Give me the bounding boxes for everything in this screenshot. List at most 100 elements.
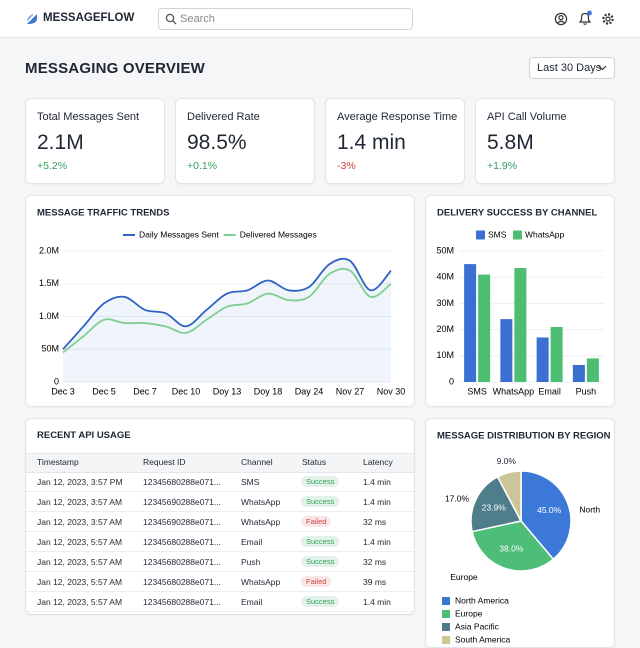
outer-label: North xyxy=(579,505,600,515)
x-tick-label: WhatsApp xyxy=(493,386,535,396)
table-cell: WhatsApp xyxy=(241,497,281,507)
page-title: MESSAGING OVERVIEW xyxy=(25,60,206,77)
legend-swatch xyxy=(442,597,450,605)
kpi-card: Average Response Time 1.4 min -3% xyxy=(325,98,465,184)
x-tick-label: Doy 18 xyxy=(254,386,283,396)
slice-label: 23.9% xyxy=(482,503,507,513)
legend-label: SMS xyxy=(488,229,507,239)
line xyxy=(62,267,392,354)
kpi-value: 5.8M xyxy=(487,131,534,154)
kpi-label: Delivered Rate xyxy=(187,111,260,123)
line xyxy=(62,257,392,350)
table-cell: 1.4 min xyxy=(363,477,391,487)
bar xyxy=(514,268,527,382)
pie-slice xyxy=(520,470,572,561)
row-divider xyxy=(26,611,414,612)
y-tick-label: 1.5M xyxy=(39,278,59,288)
table-cell: Jan 12, 2023, 5:57 AM xyxy=(37,577,123,587)
table-cell: Jan 12, 2023, 5:57 AM xyxy=(37,537,123,547)
chart-card: MESSAGE DISTRIBUTION BY REGION 45.0% North… xyxy=(425,418,615,648)
row-divider xyxy=(26,491,414,492)
column-header: Request ID xyxy=(143,457,186,467)
notification-icon[interactable] xyxy=(577,10,593,26)
slice-label: 9.0% xyxy=(497,456,517,466)
kpi-label: Total Messages Sent xyxy=(37,111,140,123)
x-tick-label: Dec 5 xyxy=(92,386,116,396)
legend-label: South America xyxy=(455,634,511,644)
settings-icon[interactable] xyxy=(601,12,615,26)
column-header: Status xyxy=(302,457,327,467)
x-tick-label: SMS xyxy=(467,386,487,396)
y-tick-label: 40M xyxy=(436,272,454,282)
kpi-value: 98.5% xyxy=(187,131,247,154)
table-cell: Email xyxy=(241,537,263,547)
bar xyxy=(500,319,513,382)
table-title: RECENT API USAGE xyxy=(37,430,131,441)
table-cell: 12345690288e071... xyxy=(143,517,221,527)
column-header: Timestamp xyxy=(37,457,79,467)
pie-slice xyxy=(470,475,523,533)
y-tick-label: 1.0M xyxy=(39,311,59,321)
table-header-bg xyxy=(26,453,414,473)
bar xyxy=(478,274,491,382)
table-cell: Jan 12, 2023, 5:57 AM xyxy=(37,557,123,567)
legend-swatch xyxy=(442,610,450,618)
table-card: RECENT API USAGE Timestamp Request ID Chann… xyxy=(25,418,415,615)
status-badge: Failed xyxy=(301,576,332,587)
date-range-dropdown[interactable]: Last 30 Days xyxy=(529,57,615,79)
bar-chart: DELIVERY SUCCESS BY CHANNEL 0 10M 20M 30M 40M… xyxy=(436,208,604,396)
table-cell: 12345680288e071... xyxy=(143,537,221,547)
bar xyxy=(536,337,549,382)
x-tick-label: Dec 7 xyxy=(133,386,157,396)
kpi-card: Total Messages Sent 2.1M +5.2% xyxy=(25,98,165,184)
bar xyxy=(550,326,563,382)
table-cell: 32 ms xyxy=(363,517,387,527)
table-cell: Jan 12, 2023, 3:57 AM xyxy=(37,497,123,507)
column-header: Latency xyxy=(363,457,393,467)
kpi-card: Delivered Rate 98.5% +0.1% xyxy=(175,98,315,184)
table-cell: Push xyxy=(241,557,261,567)
table-cell: Email xyxy=(241,597,263,607)
legend-label: WhatsApp xyxy=(525,229,564,239)
table-cell: 12345680288e071... xyxy=(143,577,221,587)
pie-slice xyxy=(471,520,555,572)
table-cell: 1.4 min xyxy=(363,597,391,607)
y-tick-label: 2.0M xyxy=(39,245,59,255)
legend-label: North America xyxy=(455,595,509,605)
legend-swatch xyxy=(442,623,450,631)
outer-label: Europe xyxy=(450,572,478,582)
y-tick-label: 30M xyxy=(436,298,454,308)
chart-card: DELIVERY SUCCESS BY CHANNEL 0 10M 20M 30M 40M… xyxy=(425,195,615,407)
chart-card: MESSAGE TRAFFIC TRENDS 0 50M 1.0M 1.5M 2.0M De… xyxy=(25,195,415,407)
search-box[interactable]: Search xyxy=(158,8,413,30)
legend-swatch xyxy=(476,230,485,240)
chevron xyxy=(598,65,607,71)
y-tick-label: 50M xyxy=(41,344,59,354)
legend-swatch xyxy=(442,636,450,644)
x-tick-label: Email xyxy=(538,386,561,396)
top-bar: MESSAGEFLOW Search xyxy=(0,0,640,38)
table-cell: 12345680288e071... xyxy=(143,477,221,487)
status-badge: Success xyxy=(301,536,340,547)
x-tick-label: Day 24 xyxy=(295,386,324,396)
legend-label: Asia Pacific xyxy=(455,621,500,631)
table-cell: 32 ms xyxy=(363,557,387,567)
kpi-change: +0.1% xyxy=(187,160,218,172)
x-tick-label: Dec 3 xyxy=(51,386,75,396)
y-tick-label: 20M xyxy=(436,324,454,334)
table-cell: 12345690288e071... xyxy=(143,497,221,507)
table-cell: 1.4 min xyxy=(363,537,391,547)
profile-icon[interactable] xyxy=(554,12,568,26)
search-icon xyxy=(165,13,177,25)
kpi-label: API Call Volume xyxy=(487,111,567,123)
brand: MESSAGEFLOW xyxy=(43,12,135,24)
pie-chart: MESSAGE DISTRIBUTION BY REGION 45.0% North… xyxy=(437,431,611,645)
status-badge: Failed xyxy=(301,516,332,527)
legend-label: Delivered Messages xyxy=(240,229,317,239)
column-header: Channel xyxy=(241,457,273,467)
kpi-change: +5.2% xyxy=(37,160,68,172)
table-cell: SMS xyxy=(241,477,260,487)
status-badge: Success xyxy=(301,556,340,567)
row-divider xyxy=(26,591,414,592)
